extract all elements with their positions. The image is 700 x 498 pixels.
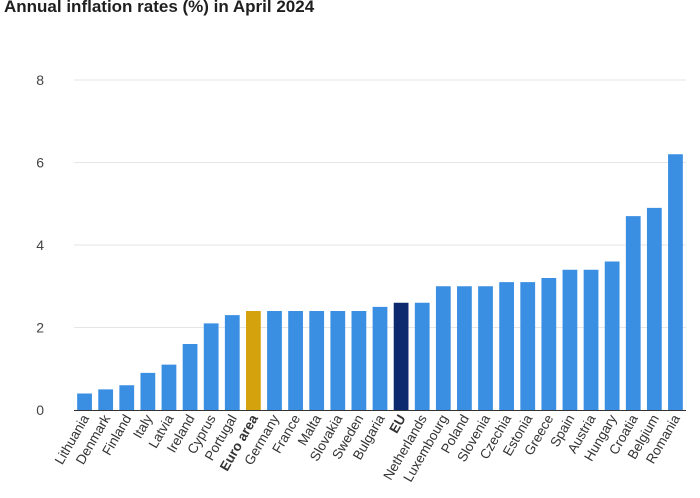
bar-germany (267, 311, 282, 410)
bar-bulgaria (372, 306, 388, 410)
bar-france (288, 311, 303, 410)
x-axis-labels: LithuaniaDenmarkFinlandItalyLatviaIrelan… (52, 412, 684, 485)
bar-luxembourg (435, 286, 451, 410)
bar-greece (541, 278, 557, 410)
bar-slovenia (478, 286, 493, 410)
bar-netherlands (414, 302, 430, 410)
y-axis-ticks: 0 2 4 6 8 (36, 72, 44, 418)
bar-euro-area (245, 311, 261, 410)
bar-croatia (625, 216, 641, 410)
y-tick-label-6: 6 (36, 155, 44, 171)
y-tick-label-2: 2 (36, 320, 44, 336)
bar-spain (562, 269, 578, 410)
bar-malta (309, 311, 325, 410)
bar-czechia (499, 282, 515, 410)
bar-sweden (351, 311, 367, 410)
bar-denmark (98, 389, 114, 410)
bar-poland (457, 286, 472, 410)
y-tick-label-4: 4 (36, 237, 44, 253)
bar-italy (140, 372, 156, 410)
y-tick-label-8: 8 (36, 72, 44, 88)
bar-belgium (646, 207, 662, 410)
bar-estonia (520, 282, 536, 410)
bar-portugal (224, 315, 240, 410)
bar-ireland (182, 344, 198, 410)
bar-austria (583, 269, 599, 410)
bar-slovakia (330, 311, 346, 410)
y-tick-label-0: 0 (36, 402, 44, 418)
bar-lithuania (77, 393, 92, 410)
bar-hungary (604, 261, 620, 410)
bar-finland (119, 385, 135, 410)
chart-title: Annual inflation rates (%) in April 2024 (4, 0, 315, 16)
bar-romania (668, 154, 683, 410)
bar-cyprus (203, 323, 219, 410)
bars (77, 154, 683, 410)
bar-eu (393, 302, 409, 410)
bar-latvia (161, 364, 177, 410)
